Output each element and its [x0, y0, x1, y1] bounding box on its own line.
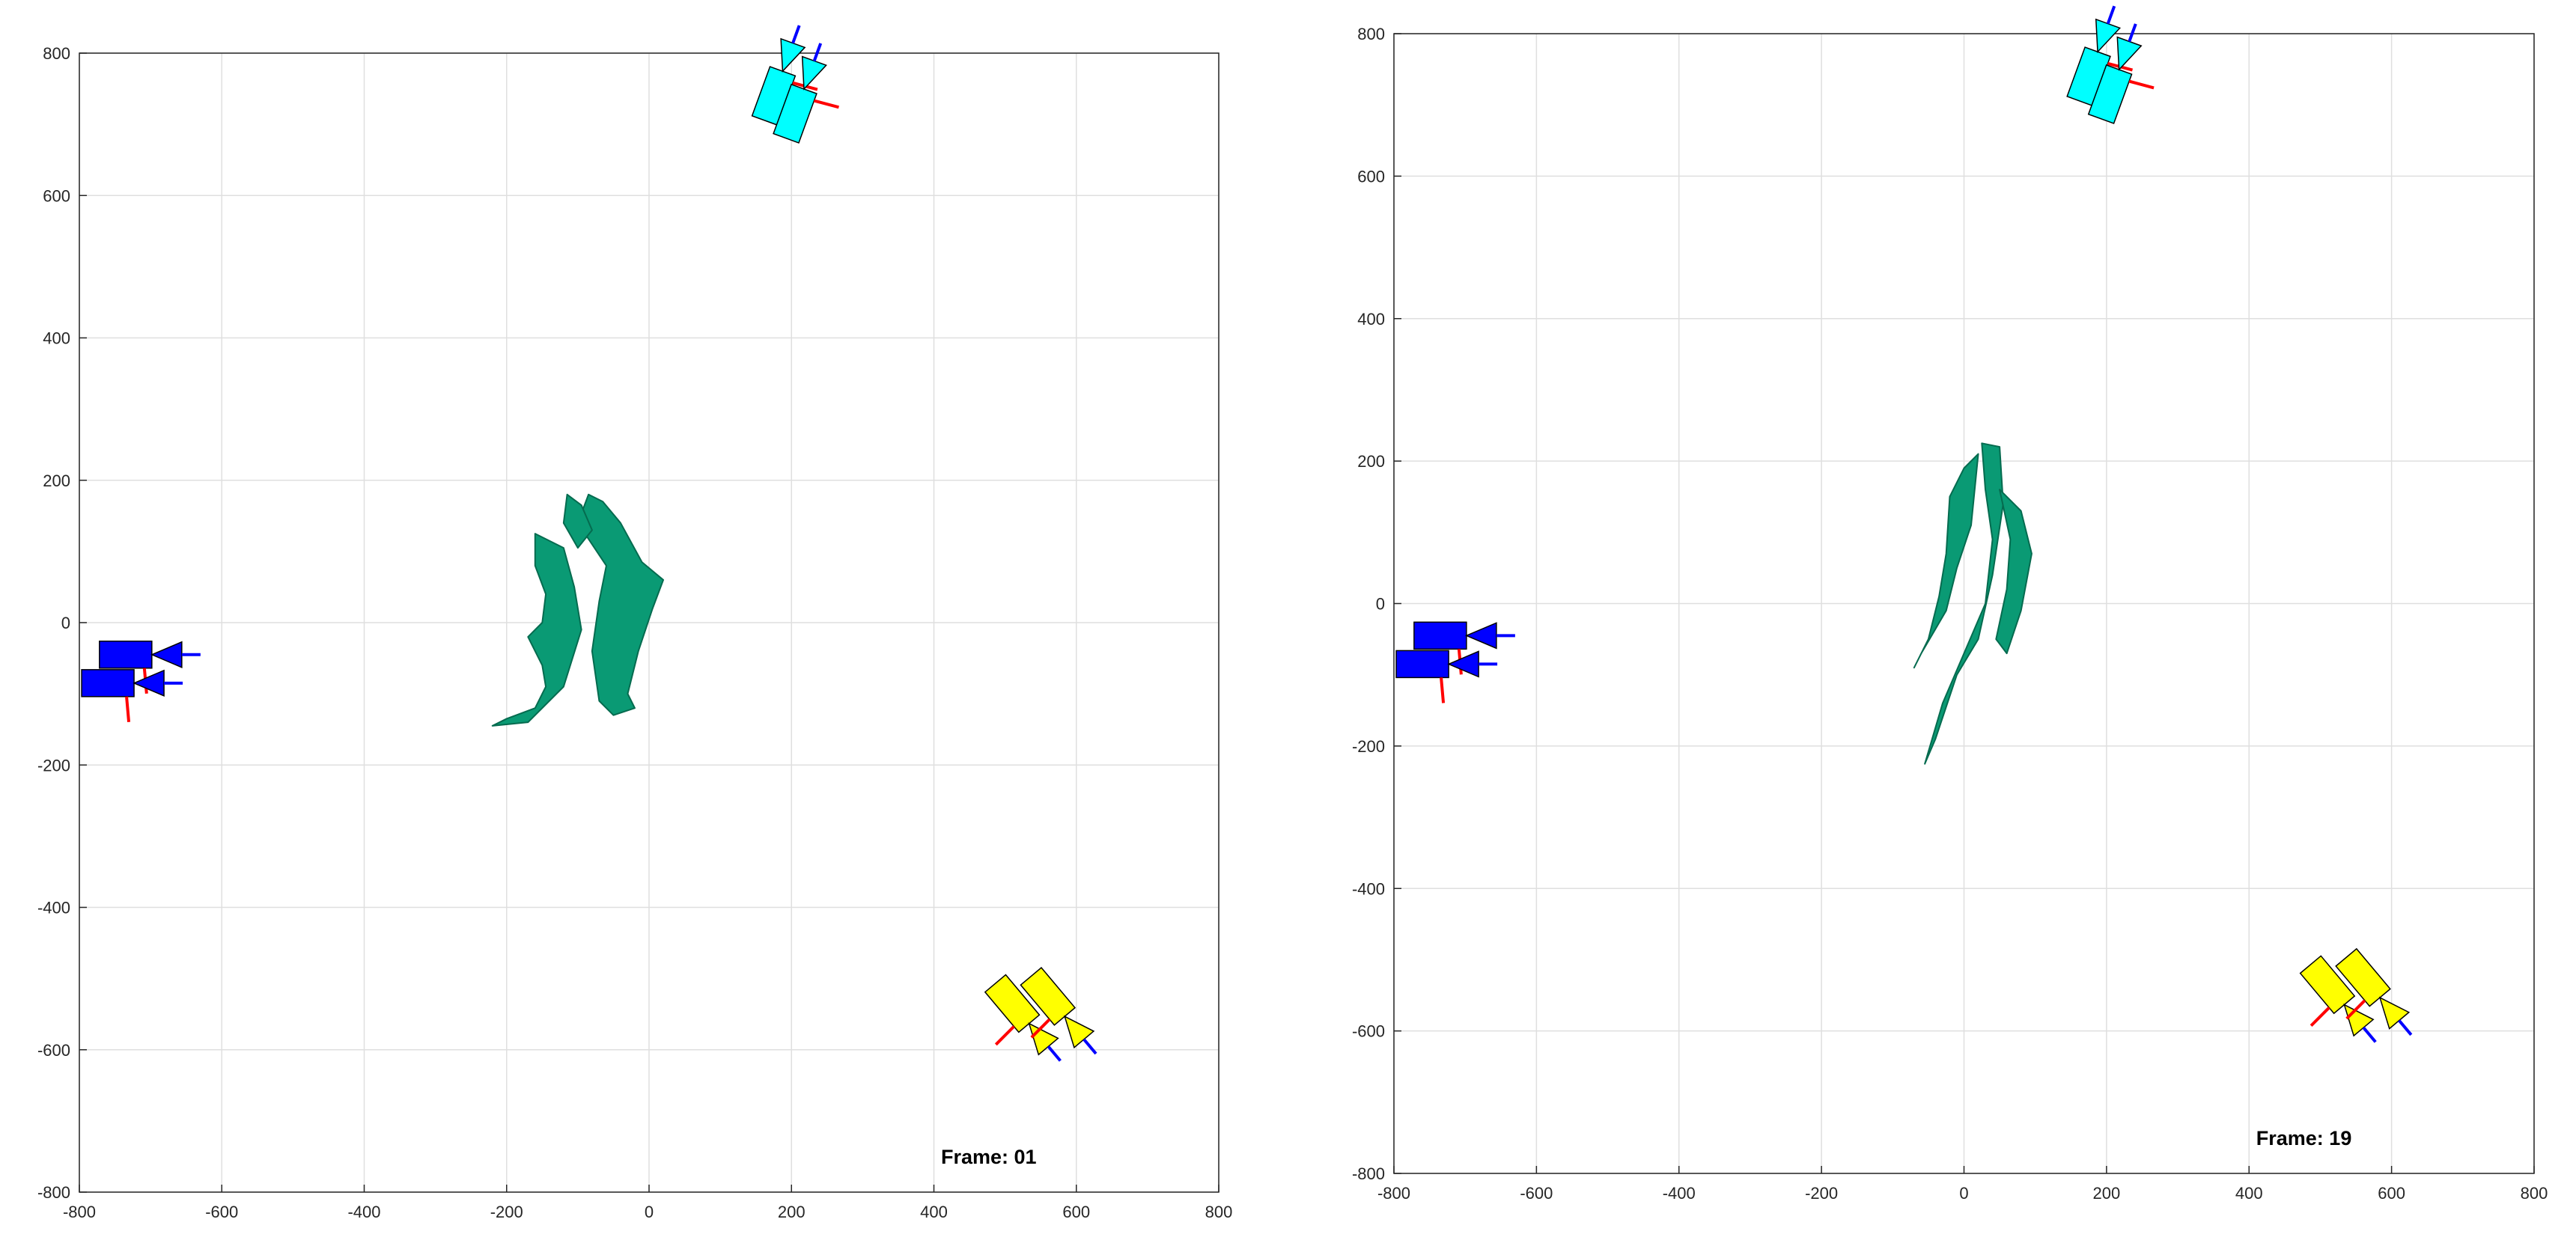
- camera-lens: [1464, 622, 1497, 650]
- axis-ticks: -800 -600 -400 -200 0 200 400 600 800 -800 -600 -40…: [37, 44, 1232, 1221]
- x-tick-label: 0: [1959, 1184, 1968, 1203]
- body-part: [1924, 442, 2004, 765]
- camera-lens: [1447, 650, 1479, 678]
- y-tick-label: -800: [37, 1183, 70, 1202]
- blue-camera-1: [99, 641, 201, 694]
- body-mesh: [1913, 442, 2033, 765]
- axis-ticks: -800 -600 -400 -200 0 200 400 600 800 -800 -600 -40…: [1352, 25, 2548, 1203]
- camera-axis-blue: [2106, 5, 2116, 25]
- x-tick-label: 400: [920, 1203, 948, 1221]
- plot-box: [79, 52, 1220, 1193]
- camera-axis-blue: [812, 43, 823, 62]
- camera-axis-blue: [2128, 23, 2137, 43]
- camera-lens: [801, 55, 827, 91]
- x-tick-label: 800: [2521, 1184, 2548, 1203]
- y-tick-label: 400: [1357, 310, 1385, 329]
- camera-body: [99, 641, 153, 669]
- camera-axis-red: [1440, 677, 1446, 703]
- body-part: [1913, 453, 1979, 669]
- x-tick-label: 600: [2378, 1184, 2405, 1203]
- y-tick-label: 400: [43, 329, 70, 348]
- camera-body: [1395, 650, 1449, 679]
- cameras: [1395, 5, 2413, 1043]
- camera-axis-red: [1030, 1018, 1051, 1039]
- x-tick-label: -400: [347, 1203, 380, 1221]
- y-tick-label: -600: [1352, 1022, 1385, 1041]
- y-tick-label: -200: [1352, 737, 1385, 756]
- y-tick-label: 600: [1357, 167, 1385, 186]
- y-tick-label: 200: [43, 471, 70, 490]
- camera-lens: [133, 669, 165, 697]
- camera-axis-red: [2345, 999, 2366, 1020]
- x-tick-label: -800: [63, 1203, 96, 1221]
- y-tick-label: 0: [1376, 595, 1385, 614]
- camera-axis-red: [125, 696, 131, 723]
- camera-axis-blue: [1083, 1038, 1097, 1055]
- frame-label: Frame: 01: [941, 1146, 1037, 1168]
- blue-camera-2: [1395, 650, 1498, 703]
- camera-axis-red: [994, 1025, 1015, 1046]
- frame-label: Frame: 19: [2256, 1127, 2352, 1149]
- camera-lens: [780, 37, 806, 73]
- cameras: [81, 25, 1097, 1062]
- camera-axis-red: [2309, 1007, 2330, 1027]
- y-tick-label: 800: [1357, 25, 1385, 43]
- x-tick-label: 200: [2093, 1184, 2121, 1203]
- x-tick-label: -200: [490, 1203, 523, 1221]
- camera-axis-blue: [791, 25, 801, 44]
- x-tick-label: 200: [778, 1203, 806, 1221]
- camera-axis-blue: [1047, 1045, 1062, 1062]
- camera-body: [81, 669, 135, 697]
- blue-camera-2: [81, 669, 183, 723]
- x-tick-label: -400: [1663, 1184, 1696, 1203]
- camera-axis-blue: [2362, 1026, 2377, 1043]
- y-tick-label: -600: [37, 1041, 70, 1060]
- body-part: [491, 533, 582, 727]
- y-tick-label: 200: [1357, 452, 1385, 471]
- x-tick-label: 0: [645, 1203, 654, 1221]
- body-mesh: [491, 493, 665, 727]
- plot-box: [1393, 33, 2535, 1174]
- cyan-camera-2: [773, 43, 839, 144]
- y-tick-label: -400: [37, 899, 70, 917]
- x-tick-label: 800: [1205, 1203, 1233, 1221]
- x-tick-label: -600: [205, 1203, 238, 1221]
- blue-camera-1: [1413, 621, 1515, 675]
- x-tick-label: 400: [2235, 1184, 2263, 1203]
- y-tick-label: 600: [43, 186, 70, 205]
- camera-axis-blue: [2398, 1019, 2413, 1036]
- x-tick-label: -600: [1520, 1184, 1553, 1203]
- yellow-camera-2: [1020, 966, 1097, 1055]
- camera-body: [1413, 621, 1467, 650]
- y-tick-label: -800: [1352, 1164, 1385, 1183]
- y-tick-label: -200: [37, 756, 70, 775]
- plot-frame-01: -800 -600 -400 -200 0 200 400 600 800 -800 -600 -40…: [37, 25, 1232, 1221]
- plot-frame-19: -800 -600 -400 -200 0 200 400 600 800 -800 -600 -40…: [1352, 5, 2548, 1203]
- body-part: [562, 493, 593, 549]
- camera-axis-red: [813, 99, 839, 109]
- x-tick-label: -800: [1377, 1184, 1410, 1203]
- camera-lens: [150, 641, 183, 668]
- camera-lens: [2378, 996, 2411, 1030]
- body-part: [576, 493, 665, 716]
- y-tick-label: 800: [43, 44, 70, 63]
- yellow-camera-2: [2335, 947, 2413, 1036]
- camera-axis-red: [2128, 79, 2155, 90]
- x-tick-label: 600: [1062, 1203, 1090, 1221]
- y-tick-label: -400: [1352, 879, 1385, 898]
- y-tick-label: 0: [61, 614, 70, 632]
- yellow-camera-1: [2299, 955, 2377, 1043]
- x-tick-label: -200: [1805, 1184, 1838, 1203]
- cyan-camera-2: [2087, 23, 2155, 124]
- body-part: [1995, 489, 2033, 655]
